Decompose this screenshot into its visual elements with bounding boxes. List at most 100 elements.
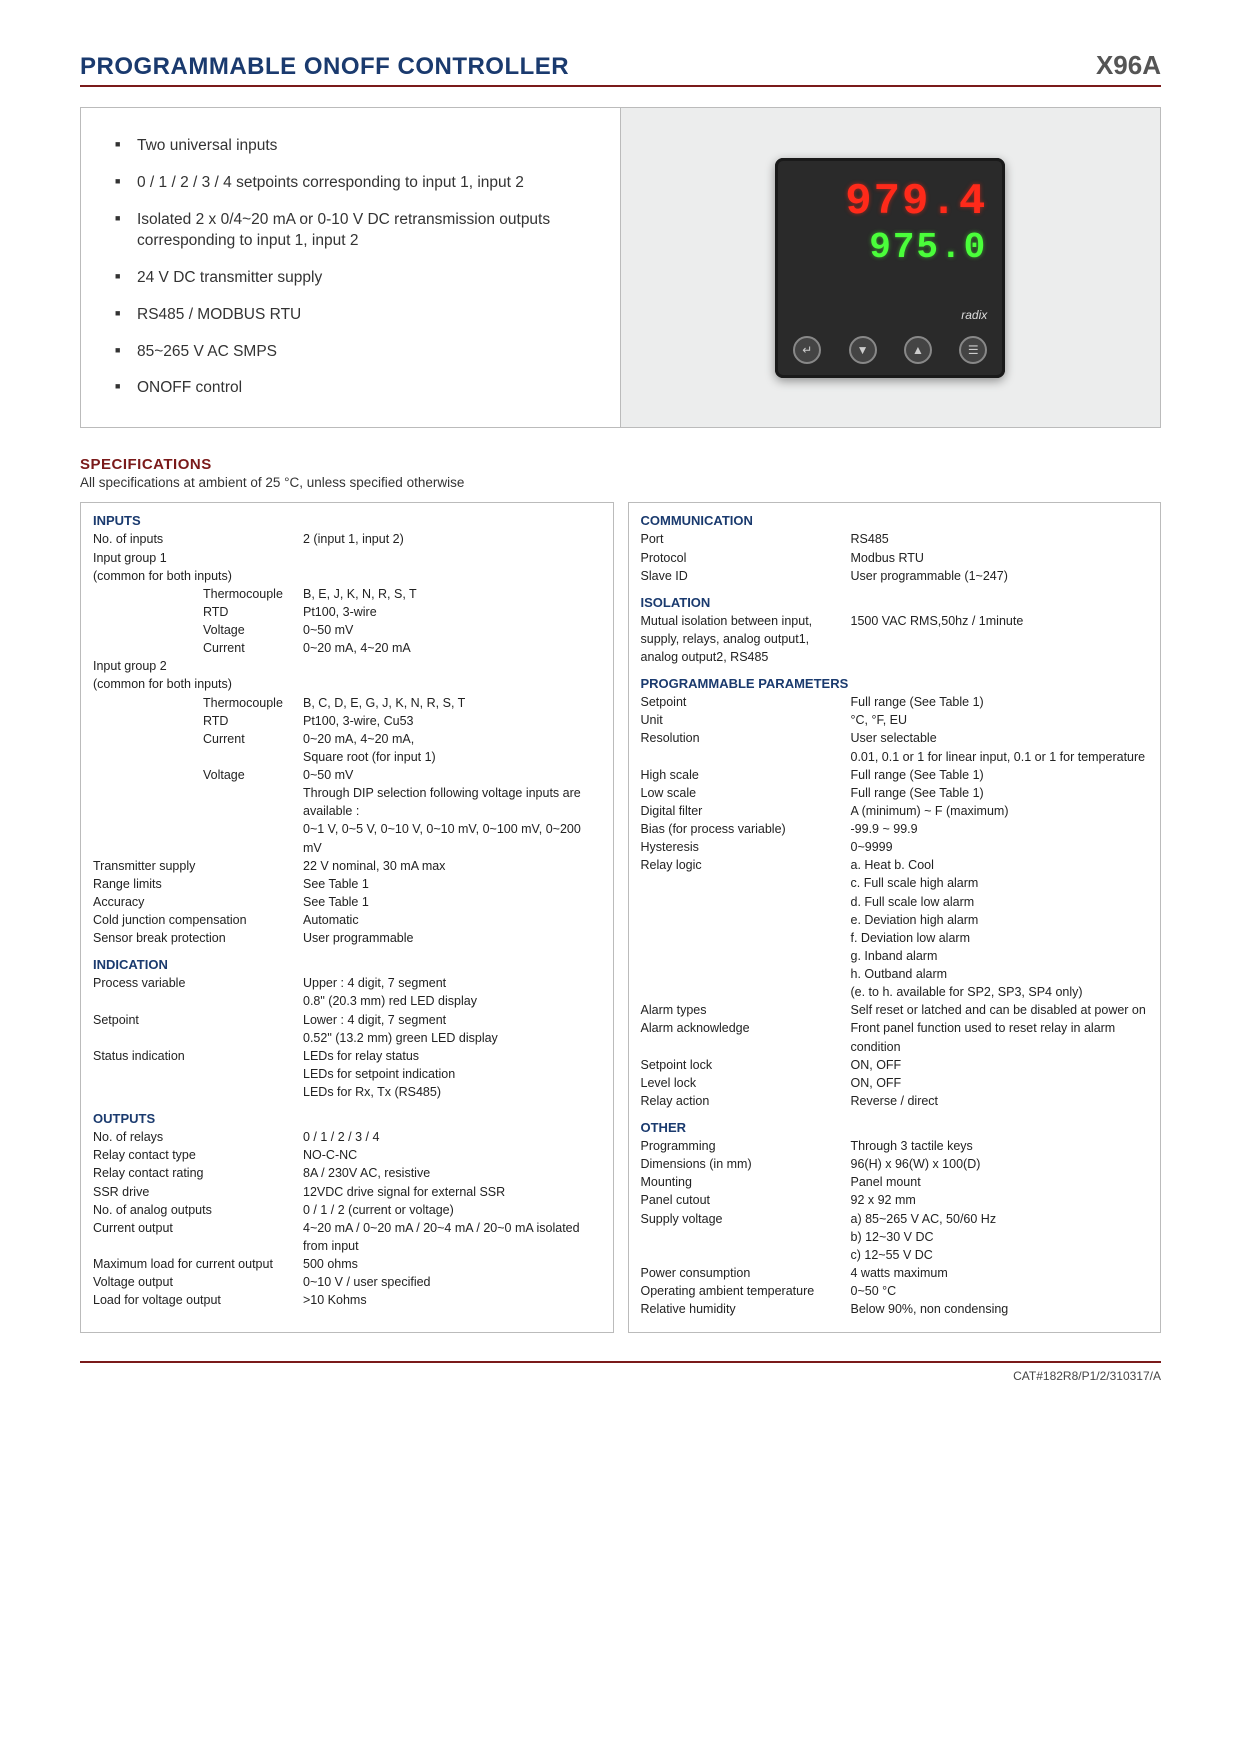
value: 0~50 mV — [303, 621, 601, 639]
value: Reverse / direct — [851, 1092, 1149, 1110]
section-communication: COMMUNICATION — [641, 513, 1149, 528]
label: No. of inputs — [93, 530, 303, 548]
value: 0~50 mV — [303, 766, 601, 784]
value: 0.8" (20.3 mm) red LED display — [303, 992, 601, 1010]
label: Current — [93, 639, 303, 657]
label: Hysteresis — [641, 838, 851, 856]
up-key-icon: ▲ — [904, 336, 932, 364]
label: Relay action — [641, 1092, 851, 1110]
label: Slave ID — [641, 567, 851, 585]
value: f. Deviation low alarm — [851, 929, 1149, 947]
value: c. Full scale high alarm — [851, 874, 1149, 892]
value: User selectable — [851, 729, 1149, 747]
section-prog-params: PROGRAMMABLE PARAMETERS — [641, 676, 1149, 691]
label: Digital filter — [641, 802, 851, 820]
device-brand: radix — [793, 308, 987, 322]
label: High scale — [641, 766, 851, 784]
label: Alarm types — [641, 1001, 851, 1019]
value: Through DIP selection following voltage … — [303, 784, 601, 820]
value: e. Deviation high alarm — [851, 911, 1149, 929]
enter-key-icon: ↵ — [793, 336, 821, 364]
label: Voltage — [93, 621, 303, 639]
feature-item: 24 V DC transmitter supply — [115, 268, 590, 289]
feature-item: RS485 / MODBUS RTU — [115, 305, 590, 326]
value: User programmable (1~247) — [851, 567, 1149, 585]
device-keypad: ↵ ▼ ▲ ☰ — [793, 336, 987, 364]
value: Modbus RTU — [851, 549, 1149, 567]
value: 0~20 mA, 4~20 mA — [303, 639, 601, 657]
value: ON, OFF — [851, 1056, 1149, 1074]
label: Relay contact type — [93, 1146, 303, 1164]
label: Accuracy — [93, 893, 303, 911]
value: b) 12~30 V DC — [851, 1228, 1149, 1246]
label: Alarm acknowledge — [641, 1019, 851, 1055]
label: Low scale — [641, 784, 851, 802]
value: 0.01, 0.1 or 1 for linear input, 0.1 or … — [851, 748, 1149, 766]
label: Current output — [93, 1219, 303, 1255]
spec-subtitle: All specifications at ambient of 25 °C, … — [80, 475, 1161, 490]
value: 96(H) x 96(W) x 100(D) — [851, 1155, 1149, 1173]
value: (e. to h. available for SP2, SP3, SP4 on… — [851, 983, 1149, 1001]
value: >10 Kohms — [303, 1291, 601, 1309]
label: Programming — [641, 1137, 851, 1155]
value: Panel mount — [851, 1173, 1149, 1191]
feature-item: 0 / 1 / 2 / 3 / 4 setpoints correspondin… — [115, 173, 590, 194]
label: Current — [93, 730, 303, 748]
value: B, E, J, K, N, R, S, T — [303, 585, 601, 603]
label: Panel cutout — [641, 1191, 851, 1209]
value: Self reset or latched and can be disable… — [851, 1001, 1149, 1019]
label: Status indication — [93, 1047, 303, 1065]
label: Mutual isolation between input, supply, … — [641, 612, 851, 666]
footer: CAT#182R8/P1/2/310317/A — [80, 1361, 1161, 1383]
label: Relay logic — [641, 856, 851, 874]
catalog-number: CAT#182R8/P1/2/310317/A — [1013, 1369, 1161, 1383]
label: RTD — [93, 712, 303, 730]
value: 0 / 1 / 2 (current or voltage) — [303, 1201, 601, 1219]
spec-col-right: COMMUNICATION PortRS485 ProtocolModbus R… — [628, 502, 1162, 1333]
value: 0~10 V / user specified — [303, 1273, 601, 1291]
value: Through 3 tactile keys — [851, 1137, 1149, 1155]
feature-list: Two universal inputs 0 / 1 / 2 / 3 / 4 s… — [81, 108, 621, 427]
intro-box: Two universal inputs 0 / 1 / 2 / 3 / 4 s… — [80, 107, 1161, 428]
label: Setpoint lock — [641, 1056, 851, 1074]
value: 0 / 1 / 2 / 3 / 4 — [303, 1128, 601, 1146]
value: 2 (input 1, input 2) — [303, 530, 601, 548]
value: A (minimum) ~ F (maximum) — [851, 802, 1149, 820]
label: Voltage output — [93, 1273, 303, 1291]
value: LEDs for relay status — [303, 1047, 601, 1065]
value: a. Heat b. Cool — [851, 856, 1149, 874]
label: Transmitter supply — [93, 857, 303, 875]
label: Cold junction compensation — [93, 911, 303, 929]
value: 92 x 92 mm — [851, 1191, 1149, 1209]
label: Setpoint — [93, 1011, 303, 1029]
value: -99.9 ~ 99.9 — [851, 820, 1149, 838]
down-key-icon: ▼ — [849, 336, 877, 364]
feature-item: 85~265 V AC SMPS — [115, 342, 590, 363]
value: Below 90%, non condensing — [851, 1300, 1149, 1318]
value: 0.52" (13.2 mm) green LED display — [303, 1029, 601, 1047]
label: Load for voltage output — [93, 1291, 303, 1309]
value: LEDs for Rx, Tx (RS485) — [303, 1083, 601, 1101]
label: Range limits — [93, 875, 303, 893]
value: 0~50 °C — [851, 1282, 1149, 1300]
value: 22 V nominal, 30 mA max — [303, 857, 601, 875]
spec-col-left: INPUTS No. of inputs2 (input 1, input 2)… — [80, 502, 614, 1333]
menu-key-icon: ☰ — [959, 336, 987, 364]
value: g. Inband alarm — [851, 947, 1149, 965]
value: Full range (See Table 1) — [851, 693, 1149, 711]
value: c) 12~55 V DC — [851, 1246, 1149, 1264]
label: Process variable — [93, 974, 303, 992]
label: Resolution — [641, 729, 851, 747]
value: See Table 1 — [303, 875, 601, 893]
label: Setpoint — [641, 693, 851, 711]
label: (common for both inputs) — [93, 675, 303, 693]
value: Pt100, 3-wire, Cu53 — [303, 712, 601, 730]
value: 500 ohms — [303, 1255, 601, 1273]
value: a) 85~265 V AC, 50/60 Hz — [851, 1210, 1149, 1228]
value: d. Full scale low alarm — [851, 893, 1149, 911]
value: Automatic — [303, 911, 601, 929]
label: (common for both inputs) — [93, 567, 303, 585]
feature-item: Two universal inputs — [115, 136, 590, 157]
label: Power consumption — [641, 1264, 851, 1282]
value: User programmable — [303, 929, 601, 947]
